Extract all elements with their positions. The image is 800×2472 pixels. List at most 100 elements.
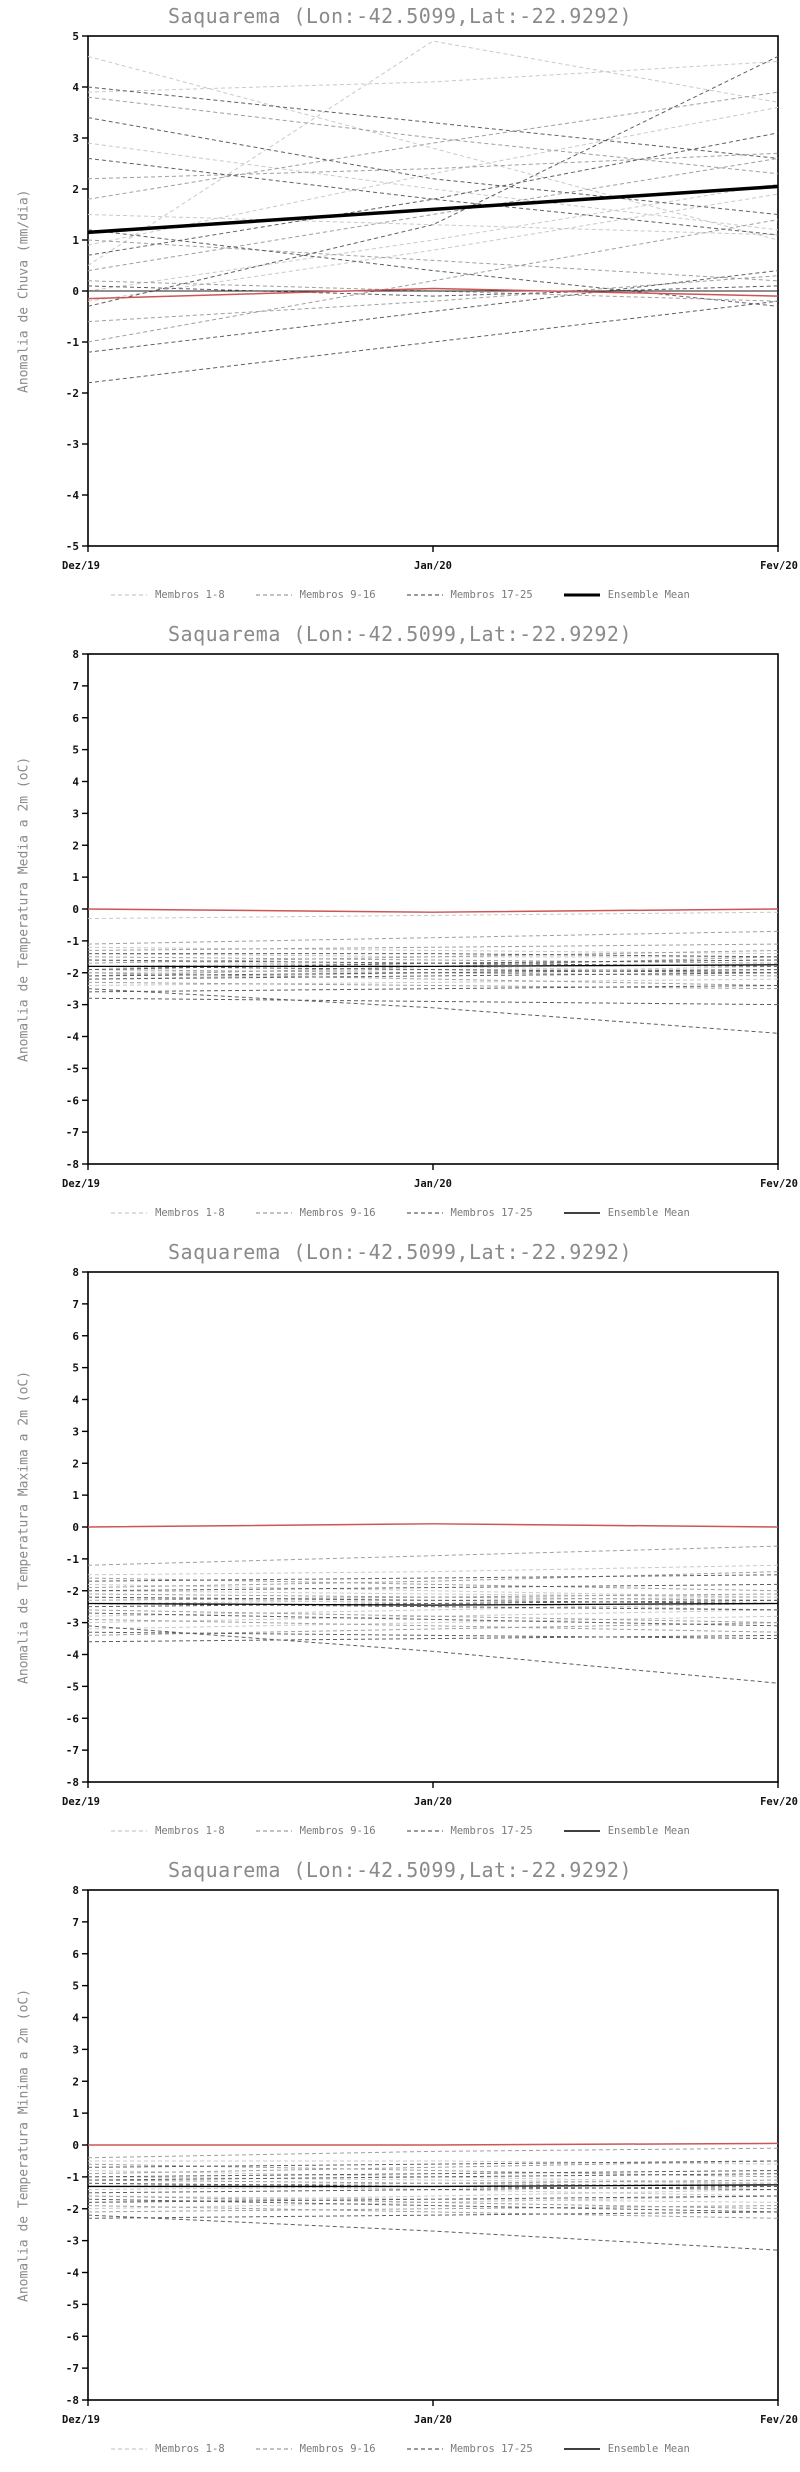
- x-tick-label: Dez/19: [62, 2414, 100, 2426]
- member-line: [87, 1574, 779, 1582]
- member-line: [87, 193, 779, 302]
- legend-line-sample: [255, 1212, 292, 1214]
- y-tick-label: 7: [72, 1298, 79, 1311]
- member-line: [87, 157, 779, 236]
- legend-label: Membros 9-16: [299, 589, 376, 601]
- member-line: [87, 1615, 779, 1630]
- y-tick-label: -1: [66, 935, 80, 948]
- member-line: [87, 55, 779, 307]
- ensemble-mean-line: [87, 184, 779, 235]
- legend-entry: Membros 1-8: [110, 589, 225, 601]
- member-line: [87, 1634, 779, 1643]
- legend-entry: Membros 1-8: [110, 2443, 225, 2455]
- member-line: [87, 132, 779, 256]
- legend-label: Membros 1-8: [155, 1825, 225, 1837]
- member-line: [87, 91, 779, 200]
- x-tick-label: Fev/20: [760, 2414, 798, 2426]
- legend-label: Membros 17-25: [450, 1825, 533, 1837]
- member-line: [87, 1596, 779, 1604]
- y-tick-label: 5: [72, 1980, 79, 1993]
- legend-line-sample: [406, 594, 443, 596]
- x-tick-label: Fev/20: [760, 1178, 798, 1190]
- x-tick-label: Dez/19: [62, 1178, 100, 1190]
- y-tick-label: 5: [72, 1362, 79, 1375]
- y-tick-label: 4: [72, 1394, 79, 1407]
- member-line: [87, 2147, 779, 2159]
- member-line: [87, 1593, 779, 1601]
- legend-entry: Membros 17-25: [406, 1825, 533, 1837]
- chart-canvas: -5 -4 -3 -2 -1 0 1 2 3 4 5 Dez/19 Jan/20 Fev/20: [62, 30, 798, 572]
- member-line: [87, 1618, 779, 1633]
- legend-label: Membros 17-25: [450, 589, 533, 601]
- x-tick-label: Fev/20: [760, 1796, 798, 1808]
- member-line: [87, 930, 779, 945]
- legend-line-sample: [563, 593, 600, 597]
- y-tick-label: 3: [72, 2043, 79, 2056]
- member-line: [87, 911, 779, 920]
- member-line: [87, 949, 779, 964]
- legend-entry: Ensemble Mean: [563, 1207, 690, 1219]
- chart-title: Saquarema (Lon:-42.5099,Lat:-22.9292): [167, 4, 633, 28]
- plot-frame: [87, 1271, 779, 1783]
- y-tick-label: 8: [72, 1884, 79, 1897]
- y-tick-label: -8: [66, 2394, 79, 2407]
- chart-panel-chuva: Saquarema (Lon:-42.5099,Lat:-22.9292) An…: [0, 0, 800, 618]
- y-tick-label: -8: [66, 1158, 79, 1171]
- reference-line: [88, 2142, 779, 2146]
- y-tick-label: 6: [72, 1330, 79, 1343]
- y-tick-label: 4: [72, 776, 79, 789]
- ensemble-mean-line: [88, 964, 779, 968]
- chart-panel-temp-media: Saquarema (Lon:-42.5099,Lat:-22.9292) An…: [0, 618, 800, 1236]
- legend-entry: Membros 9-16: [255, 2443, 376, 2455]
- legend-line-sample: [406, 1212, 443, 1214]
- legend-label: Membros 1-8: [155, 2443, 225, 2455]
- x-tick-label: Fev/20: [760, 560, 798, 572]
- legend-entry: Membros 9-16: [255, 1825, 376, 1837]
- legend-line-sample: [255, 1830, 292, 1832]
- chart-panel-temp-maxima: Saquarema (Lon:-42.5099,Lat:-22.9292) An…: [0, 1236, 800, 1854]
- chart-canvas: -8 -7 -6 -5 -4 -3 -2 -1 0 1 2 3 4 5 6 7 8 Dez/19 Jan/20 Fev…: [62, 648, 798, 1190]
- y-tick-label: 0: [72, 1521, 79, 1534]
- legend-line-sample: [111, 2448, 148, 2450]
- member-line: [87, 1631, 779, 1640]
- y-tick-label: 2: [72, 2075, 79, 2088]
- legend-label: Ensemble Mean: [607, 2443, 690, 2455]
- member-line: [87, 2185, 779, 2194]
- chart-title: Saquarema (Lon:-42.5099,Lat:-22.9292): [167, 1240, 633, 1264]
- member-line: [87, 239, 779, 282]
- member-line: [87, 1545, 779, 1566]
- legend-entry: Membros 1-8: [110, 1825, 225, 1837]
- legend-line-sample: [255, 594, 292, 596]
- y-tick-label: -4: [66, 489, 80, 502]
- legend-label: Membros 9-16: [299, 1207, 376, 1219]
- y-tick-label: -6: [66, 1712, 80, 1725]
- member-line: [87, 997, 779, 1006]
- y-tick-label: 1: [72, 2107, 79, 2120]
- y-tick-label: 4: [72, 81, 79, 94]
- legend-line-sample: [255, 2448, 292, 2450]
- member-line: [87, 1583, 779, 1598]
- chart-canvas: -8 -7 -6 -5 -4 -3 -2 -1 0 1 2 3 4 5 6 7 8 Dez/19 Jan/20 Fev…: [62, 1266, 798, 1808]
- ensemble-mean-line: [88, 2184, 779, 2188]
- y-tick-label: -4: [66, 2267, 80, 2280]
- member-line: [87, 2189, 779, 2203]
- legend-entry: Membros 17-25: [406, 1207, 533, 1219]
- y-axis-label: Anomalia de Temperatura Minima a 2m (oC): [16, 1988, 32, 2302]
- member-line: [87, 981, 779, 990]
- y-tick-label: -7: [66, 1744, 79, 1757]
- y-tick-label: -4: [66, 1031, 80, 1044]
- y-tick-label: 3: [72, 132, 79, 145]
- y-axis-label: Anomalia de Chuva (mm/dia): [16, 189, 32, 393]
- y-tick-label: 3: [72, 1425, 79, 1438]
- member-line: [87, 214, 779, 236]
- member-line: [87, 2195, 779, 2203]
- member-line: [87, 2179, 779, 2187]
- y-tick-label: 8: [72, 648, 79, 661]
- y-tick-label: -3: [66, 2235, 79, 2248]
- y-tick-label: -3: [66, 999, 79, 1012]
- legend-entry: Ensemble Mean: [563, 589, 690, 601]
- member-line: [87, 2163, 779, 2178]
- y-tick-label: -6: [66, 1094, 80, 1107]
- legend-label: Membros 9-16: [299, 1825, 376, 1837]
- member-line: [87, 275, 779, 323]
